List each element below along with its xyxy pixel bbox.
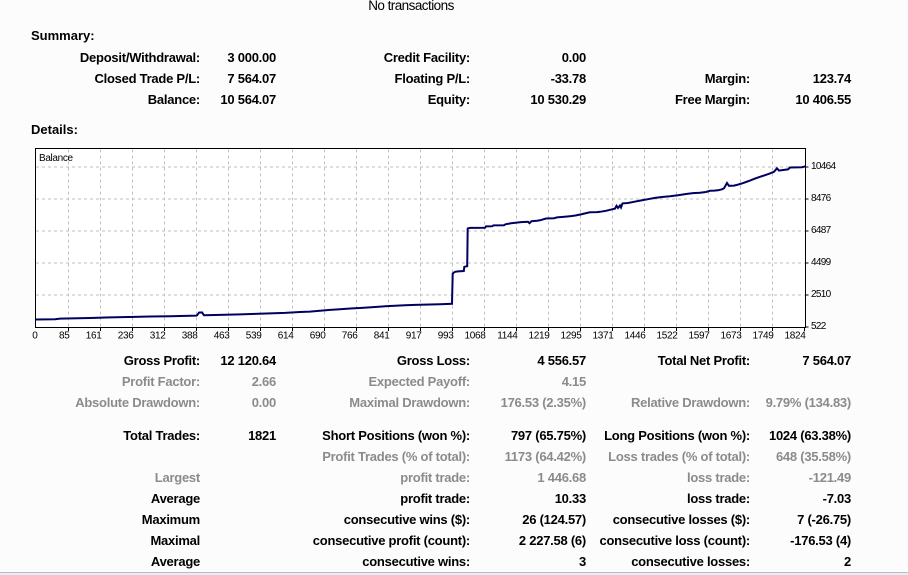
svg-text:539: 539 bbox=[246, 331, 263, 342]
svg-text:1144: 1144 bbox=[497, 331, 518, 342]
svg-text:85: 85 bbox=[59, 331, 70, 342]
svg-text:917: 917 bbox=[406, 331, 423, 342]
svg-text:993: 993 bbox=[438, 331, 455, 342]
svg-text:161: 161 bbox=[86, 331, 103, 342]
svg-text:522: 522 bbox=[811, 321, 827, 332]
svg-text:1068: 1068 bbox=[464, 331, 486, 342]
svg-text:463: 463 bbox=[214, 331, 231, 342]
svg-text:690: 690 bbox=[310, 331, 327, 342]
svg-text:388: 388 bbox=[182, 331, 199, 342]
svg-text:1371: 1371 bbox=[592, 331, 614, 342]
svg-text:1446: 1446 bbox=[624, 331, 646, 342]
svg-text:841: 841 bbox=[374, 331, 391, 342]
svg-text:2510: 2510 bbox=[811, 289, 832, 300]
svg-text:1219: 1219 bbox=[528, 331, 550, 342]
svg-text:1295: 1295 bbox=[560, 331, 582, 342]
svg-text:312: 312 bbox=[150, 331, 167, 342]
svg-text:Balance: Balance bbox=[39, 153, 73, 164]
svg-text:0: 0 bbox=[32, 331, 38, 342]
svg-text:6487: 6487 bbox=[811, 225, 832, 236]
svg-text:8476: 8476 bbox=[811, 193, 832, 204]
svg-text:1522: 1522 bbox=[656, 331, 678, 342]
svg-text:766: 766 bbox=[342, 331, 359, 342]
svg-text:4499: 4499 bbox=[811, 257, 832, 268]
svg-text:614: 614 bbox=[278, 331, 295, 342]
svg-text:1749: 1749 bbox=[752, 331, 774, 342]
svg-text:236: 236 bbox=[118, 331, 135, 342]
svg-text:1824: 1824 bbox=[784, 331, 806, 342]
svg-text:1673: 1673 bbox=[720, 331, 742, 342]
svg-text:1597: 1597 bbox=[688, 331, 710, 342]
svg-text:10464: 10464 bbox=[811, 161, 836, 172]
